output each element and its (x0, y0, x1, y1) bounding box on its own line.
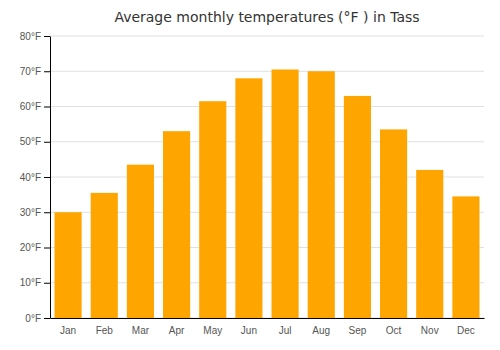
x-tick-label: Mar (132, 325, 150, 336)
x-tick-label: Nov (421, 325, 439, 336)
y-tick-mark (44, 36, 50, 37)
grid-line (50, 141, 484, 142)
bar (416, 170, 443, 318)
y-tick-label: 30°F (20, 207, 41, 218)
x-tick: Jun (241, 325, 257, 336)
bar (199, 101, 226, 318)
x-tick-label: May (203, 325, 222, 336)
bar (308, 71, 335, 318)
x-tick-label: Dec (457, 325, 475, 336)
x-tick: Nov (421, 325, 439, 336)
grid-line (50, 106, 484, 107)
y-tick-mark (44, 71, 50, 72)
y-tick: 20°F (20, 242, 50, 253)
bar (344, 96, 371, 318)
bar (55, 212, 82, 318)
x-tick: Oct (386, 325, 402, 336)
y-tick-label: 50°F (20, 136, 41, 147)
x-tick-label: Jan (60, 325, 76, 336)
y-tick-label: 70°F (20, 66, 41, 77)
bar (163, 131, 190, 318)
x-tick-label: Aug (312, 325, 330, 336)
x-tick: Dec (457, 325, 475, 336)
y-axis: 0°F 10°F 20°F 30°F 40°F 50°F 60°F 70°F 80°F (20, 31, 51, 324)
y-tick-label: 80°F (20, 31, 41, 42)
y-tick-mark (44, 318, 50, 319)
plot-area: Jan Feb Mar Apr May Jun Jul Aug Sep Oct Nov Dec 0°F 1… (20, 31, 485, 336)
y-tick-label: 0°F (25, 313, 41, 324)
y-tick: 80°F (20, 31, 50, 42)
x-tick-label: Feb (96, 325, 114, 336)
bar (235, 78, 262, 318)
x-tick: Sep (349, 325, 367, 336)
y-tick: 70°F (20, 66, 50, 77)
x-tick-label: Jun (241, 325, 257, 336)
bar (380, 129, 407, 318)
y-tick-label: 60°F (20, 101, 41, 112)
x-axis: Jan Feb Mar Apr May Jun Jul Aug Sep Oct Nov Dec (51, 319, 485, 337)
y-tick: 60°F (20, 101, 50, 112)
y-tick-mark (44, 142, 50, 143)
y-tick-mark (44, 212, 50, 213)
grid-line (50, 71, 484, 72)
y-tick: 40°F (20, 172, 50, 183)
y-tick: 50°F (20, 136, 50, 147)
chart: Jan Feb Mar Apr May Jun Jul Aug Sep Oct Nov Dec 0°F 1… (0, 0, 500, 350)
x-tick-label: Jul (279, 325, 292, 336)
x-tick: Apr (169, 325, 185, 336)
y-tick-mark (44, 107, 50, 108)
y-tick-label: 40°F (20, 172, 41, 183)
y-tick: 30°F (20, 207, 50, 218)
x-tick: Jan (60, 325, 76, 336)
y-tick-label: 20°F (20, 242, 41, 253)
x-tick: May (203, 325, 222, 336)
x-tick: Aug (312, 325, 330, 336)
y-tick-mark (44, 283, 50, 284)
x-tick-label: Oct (386, 325, 402, 336)
y-tick-mark (44, 177, 50, 178)
grid (50, 36, 484, 318)
y-tick: 10°F (20, 277, 50, 288)
y-tick-label: 10°F (20, 277, 41, 288)
x-tick: Jul (279, 325, 292, 336)
x-tick: Mar (132, 325, 150, 336)
x-tick: Feb (96, 325, 114, 336)
bar (91, 193, 118, 318)
bar (272, 69, 299, 318)
grid-line (50, 36, 484, 37)
y-tick-mark (44, 248, 50, 249)
x-tick-label: Apr (169, 325, 185, 336)
bar (127, 165, 154, 318)
title: Average monthly temperatures (°F ) in Ta… (114, 9, 419, 25)
y-axis-line (50, 37, 51, 319)
x-tick-label: Sep (349, 325, 367, 336)
x-axis-line (51, 318, 485, 319)
bar (452, 196, 479, 318)
y-tick: 0°F (25, 313, 50, 324)
bars (55, 69, 480, 318)
